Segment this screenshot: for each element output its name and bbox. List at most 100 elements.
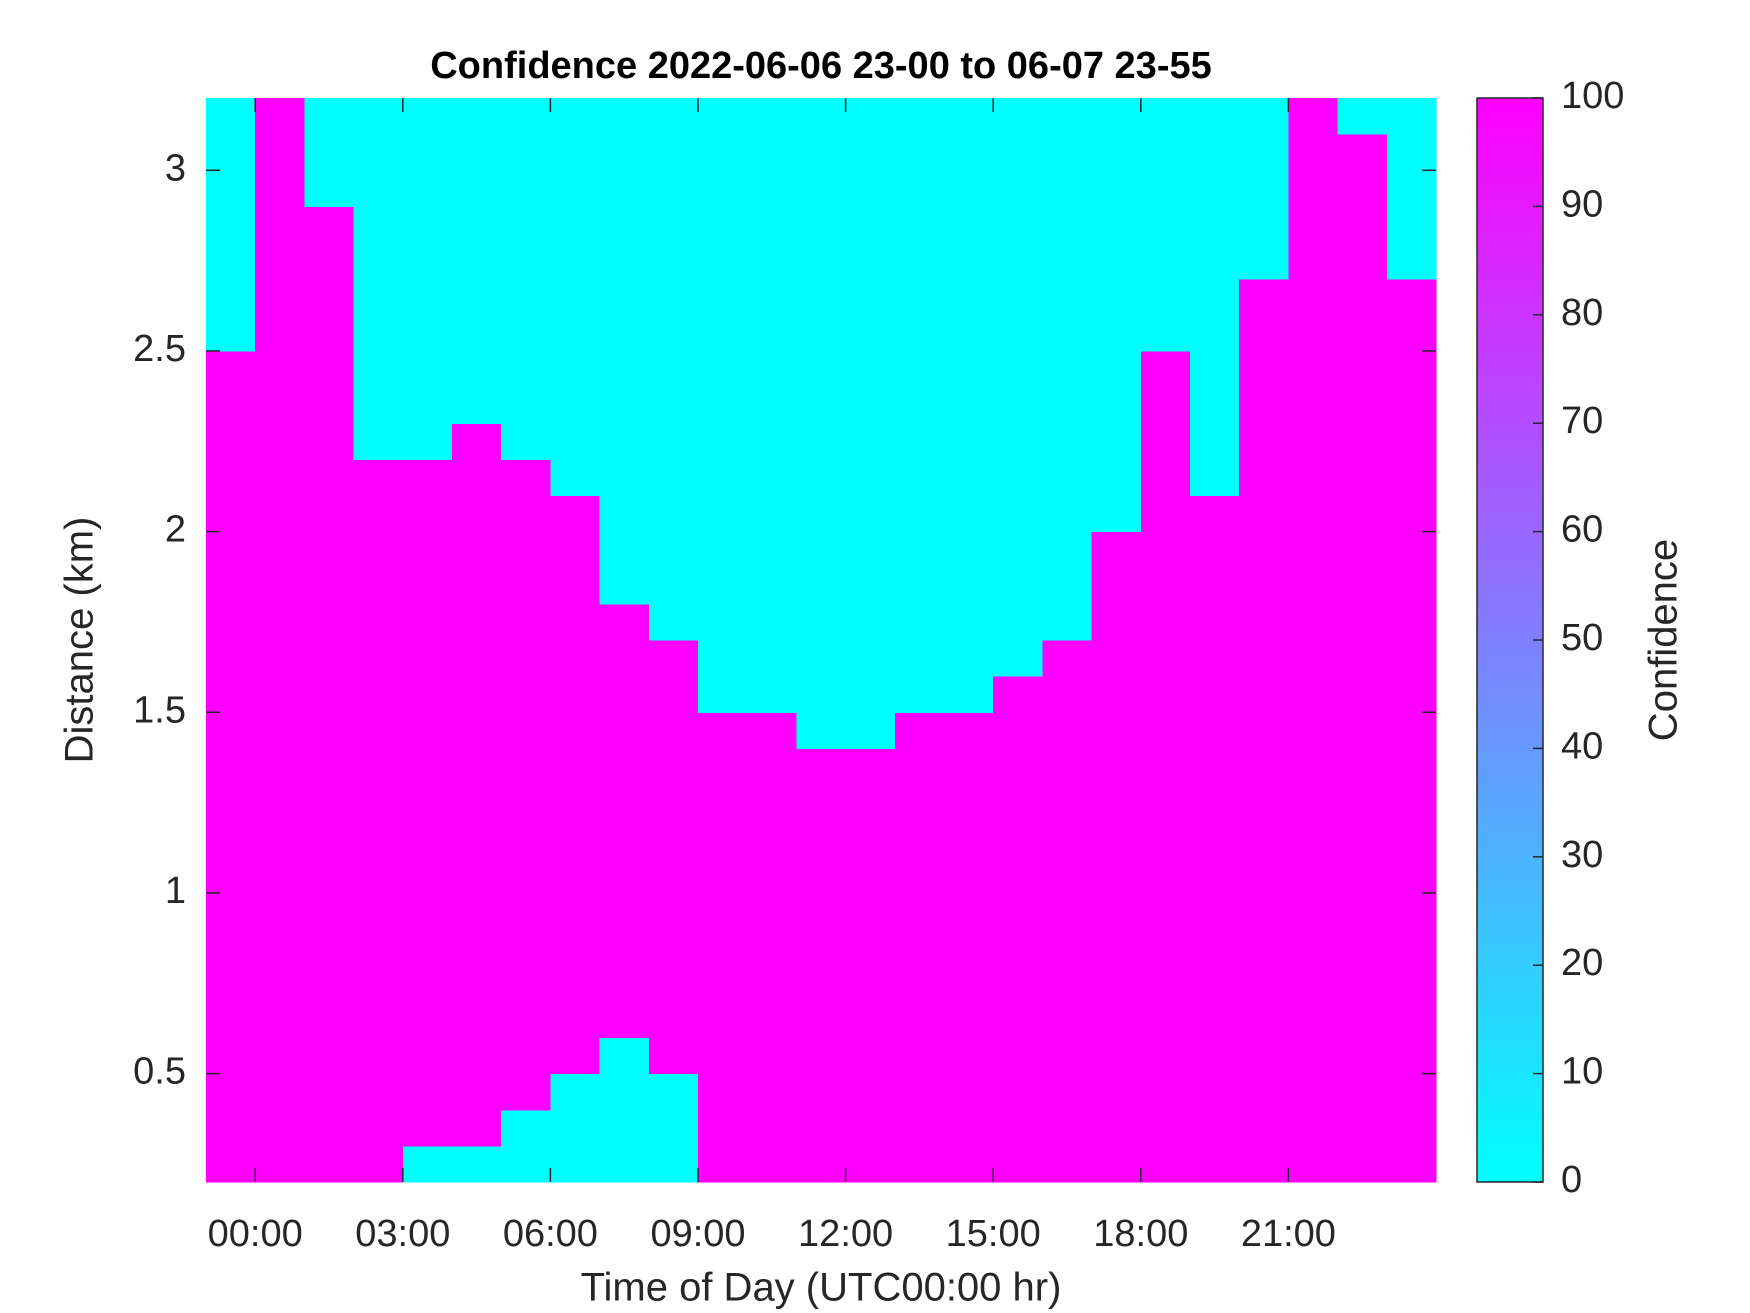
heatmap [206,98,1437,1183]
heatmap-cell [304,965,355,1002]
heatmap-cell [1140,1001,1191,1039]
heatmap-cell [1337,314,1388,352]
heatmap-cell [1288,423,1339,460]
heatmap-cell [353,170,404,207]
heatmap-cell [255,242,305,280]
heatmap-cell [1190,387,1240,424]
heatmap-cell [1386,784,1437,822]
heatmap-cell [599,965,650,1002]
heatmap-cell [845,676,896,713]
heatmap-cell [698,965,748,1002]
heatmap-cell [1091,242,1142,280]
heatmap-cell [747,387,797,424]
heatmap-cell [206,1109,256,1147]
heatmap-cell [550,712,601,749]
heatmap-cell [402,567,453,605]
heatmap-cell [206,170,256,207]
heatmap-cell [255,1145,305,1183]
heatmap-cell [944,748,994,786]
heatmap-cell [1091,929,1142,966]
heatmap-cell [1091,1073,1142,1111]
heatmap-cell [944,820,994,858]
heatmap-cell [698,748,748,786]
heatmap-cell [1386,1001,1437,1039]
heatmap-cell [501,1145,551,1183]
heatmap-cell [993,387,1043,424]
heatmap-cell [944,1073,994,1111]
heatmap-cell [353,1001,404,1039]
heatmap-cell [1042,676,1093,713]
heatmap-cell [550,892,601,930]
heatmap-cell [501,856,551,894]
heatmap-cell [648,820,699,858]
heatmap-cell [402,748,453,786]
heatmap-cell [1140,1037,1191,1075]
heatmap-cell [1386,676,1437,713]
heatmap-cell [1042,567,1093,605]
colorbar-tick-label: 50 [1561,617,1603,659]
heatmap-cell [1386,1109,1437,1147]
heatmap-cell [550,929,601,966]
heatmap-cell [1239,278,1289,316]
heatmap-cell [599,856,650,894]
heatmap-cell [599,820,650,858]
heatmap-cell [796,495,847,533]
heatmap-cell [796,712,847,749]
heatmap-cell [353,350,404,388]
heatmap-cell [402,1145,453,1183]
heatmap-cell [1239,820,1289,858]
heatmap-cell [206,748,256,786]
heatmap-cell [1190,242,1240,280]
heatmap-cell [894,929,945,966]
heatmap-cell [1091,134,1142,171]
heatmap-cell [304,784,355,822]
heatmap-cell [648,350,699,388]
heatmap-cell [255,820,305,858]
heatmap-cell [993,134,1043,171]
heatmap-cell [747,640,797,677]
heatmap-cell [1190,495,1240,533]
heatmap-cell [206,278,256,316]
heatmap-cell [550,170,601,207]
heatmap-cell [550,387,601,424]
heatmap-cell [1337,856,1388,894]
heatmap-cell [1091,1109,1142,1147]
colorbar-tick-label: 100 [1561,75,1624,117]
heatmap-cell [452,170,502,207]
heatmap-cell [1190,712,1240,749]
heatmap-cell [894,1001,945,1039]
heatmap-cell [796,892,847,930]
heatmap-cell [845,965,896,1002]
heatmap-cell [452,892,502,930]
heatmap-cell [452,459,502,497]
heatmap-cell [501,676,551,713]
heatmap-cell [845,459,896,497]
heatmap-cell [698,676,748,713]
heatmap-cell [1091,314,1142,352]
heatmap-cell [1239,784,1289,822]
heatmap-cell [698,495,748,533]
heatmap-cell [648,387,699,424]
heatmap-cell [550,965,601,1002]
heatmap-cell [1190,278,1240,316]
heatmap-cell [1091,748,1142,786]
heatmap-cell [255,1109,305,1147]
heatmap-cell [353,820,404,858]
heatmap-cell [1337,603,1388,641]
heatmap-cell [206,242,256,280]
heatmap-cell [501,531,551,569]
heatmap-cell [1239,314,1289,352]
heatmap-cell [1337,206,1388,244]
heatmap-cell [255,495,305,533]
heatmap-cell [402,350,453,388]
heatmap-cell [1288,640,1339,677]
heatmap-cell [1239,98,1289,135]
heatmap-cell [304,1145,355,1183]
heatmap-cell [993,423,1043,460]
colorbar-tick-label: 30 [1561,834,1603,876]
heatmap-cell [845,495,896,533]
heatmap-cell [1288,567,1339,605]
heatmap-cell [993,676,1043,713]
heatmap-cell [845,242,896,280]
heatmap-cell [304,929,355,966]
